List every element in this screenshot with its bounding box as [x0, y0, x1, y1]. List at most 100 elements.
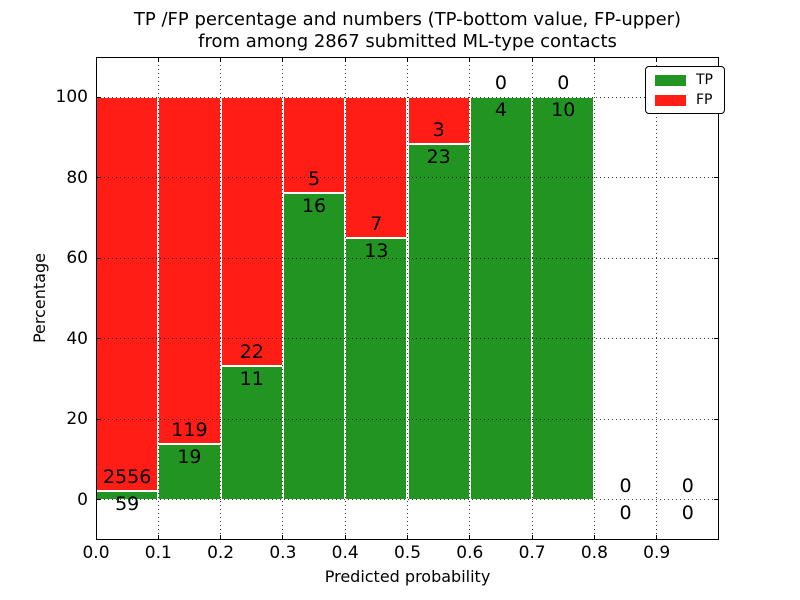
x-tick-label: 0.8 — [580, 543, 608, 563]
y-tick-mark — [96, 418, 101, 420]
x-tick-mark — [344, 535, 346, 540]
x-tick-mark — [220, 535, 222, 540]
grid-line-vertical — [282, 57, 284, 540]
fp-count-label: 5 — [308, 168, 321, 191]
grid-line-horizontal — [96, 338, 719, 340]
chart-title: TP /FP percentage and numbers (TP-bottom… — [96, 9, 719, 53]
legend-entry-tp: TP — [655, 73, 713, 87]
y-tick-label: 40 — [66, 328, 88, 349]
x-tick-mark — [469, 535, 471, 540]
tp-count-label: 13 — [364, 240, 389, 263]
fp-count-label: 7 — [370, 213, 383, 236]
tp-bar-segment — [407, 143, 470, 500]
plot-area: 2556 59 119 19 22 11 5 16 7 13 3 23 0 4 0 10 0 0 0 0 — [95, 57, 719, 540]
x-tick-label: 0.0 — [82, 543, 110, 563]
x-tick-mark — [157, 535, 159, 540]
y-tick-mark — [714, 177, 719, 179]
x-tick-label: 0.2 — [207, 543, 235, 563]
tp-count-label: 0 — [681, 501, 694, 524]
y-tick-mark — [714, 257, 719, 259]
grid-line-vertical — [656, 57, 658, 540]
fp-count-label: 22 — [239, 340, 264, 363]
fp-bar-segment — [96, 97, 159, 491]
legend-entry-fp: FP — [655, 93, 713, 107]
y-tick-mark — [96, 499, 101, 501]
tp-count-label: 19 — [177, 446, 202, 469]
x-tick-mark — [282, 57, 284, 62]
fp-bar-segment — [345, 97, 408, 239]
x-tick-mark — [95, 535, 97, 540]
y-tick-mark — [714, 418, 719, 420]
y-tick-mark — [96, 96, 101, 98]
y-tick-label: 80 — [66, 167, 88, 188]
chart-title-line1: TP /FP percentage and numbers (TP-bottom… — [133, 9, 682, 30]
tp-bar-segment — [532, 97, 595, 500]
y-tick-label: 20 — [66, 409, 88, 430]
x-tick-mark — [220, 57, 222, 62]
x-tick-label: 0.9 — [643, 543, 671, 563]
tp-bar-segment — [345, 238, 408, 500]
grid-line-vertical — [469, 57, 471, 540]
tp-count-label: 16 — [301, 195, 327, 218]
x-tick-label: 0.1 — [144, 543, 172, 563]
x-axis-label: Predicted probability — [324, 567, 491, 586]
x-tick-mark — [407, 57, 408, 62]
grid-line-vertical — [593, 57, 595, 540]
tp-count-label: 10 — [551, 99, 576, 122]
plot-border — [96, 57, 719, 540]
tp-count-label: 0 — [619, 501, 632, 524]
x-tick-mark — [656, 535, 658, 540]
x-tick-label: 0.6 — [456, 543, 484, 563]
grid-line-vertical — [344, 57, 346, 540]
x-tick-mark — [282, 535, 284, 540]
tp-legend-label: TP — [696, 72, 713, 88]
y-tick-mark — [96, 257, 101, 259]
x-tick-mark — [95, 57, 97, 62]
y-tick-label: 0 — [77, 489, 88, 510]
x-tick-label: 0.7 — [518, 543, 546, 563]
fp-legend-swatch — [655, 94, 686, 106]
x-tick-mark — [593, 57, 595, 62]
y-tick-mark — [96, 177, 101, 179]
x-tick-label: 0.4 — [331, 543, 359, 563]
fp-count-label: 0 — [557, 72, 570, 95]
tp-bar-segment — [220, 365, 283, 500]
x-tick-label: 0.5 — [393, 543, 422, 563]
tp-bar-segment — [282, 193, 346, 500]
x-tick-mark — [593, 535, 595, 540]
fp-count-label: 2556 — [102, 465, 152, 488]
tp-legend-swatch — [655, 74, 686, 86]
fp-count-label: 0 — [681, 474, 694, 497]
y-tick-mark — [714, 499, 719, 501]
fp-count-label: 0 — [494, 72, 507, 95]
y-tick-label: 60 — [66, 248, 88, 269]
grid-line-horizontal — [96, 177, 719, 179]
grid-line-horizontal — [96, 418, 719, 420]
y-tick-mark — [714, 338, 719, 340]
grid-line-vertical — [407, 57, 408, 540]
fp-count-label: 119 — [171, 419, 208, 442]
legend: TP FP — [645, 66, 725, 114]
grid-line-vertical — [531, 57, 533, 540]
fp-count-label: 3 — [432, 118, 445, 141]
tp-bar-segment — [469, 97, 533, 500]
fp-bar-segment — [407, 97, 470, 144]
grid-line-horizontal — [96, 96, 719, 98]
x-tick-label: 0.3 — [269, 543, 297, 563]
y-tick-mark — [96, 338, 101, 340]
x-tick-mark — [656, 57, 658, 62]
x-tick-mark — [157, 57, 159, 62]
tp-count-label: 59 — [115, 492, 140, 515]
y-axis-label: Percentage — [30, 253, 49, 344]
tp-count-label: 23 — [426, 145, 451, 168]
y-tick-label: 100 — [55, 87, 88, 108]
grid-line-horizontal — [96, 499, 719, 501]
grid-line-vertical — [157, 57, 159, 540]
grid-line-vertical — [220, 57, 222, 540]
tp-count-label: 11 — [239, 367, 264, 390]
tp-bar-segment — [158, 444, 221, 500]
fp-bar-segment — [158, 97, 221, 445]
x-tick-mark — [344, 57, 346, 62]
chart-title-line2: from among 2867 submitted ML-type contac… — [198, 31, 617, 52]
